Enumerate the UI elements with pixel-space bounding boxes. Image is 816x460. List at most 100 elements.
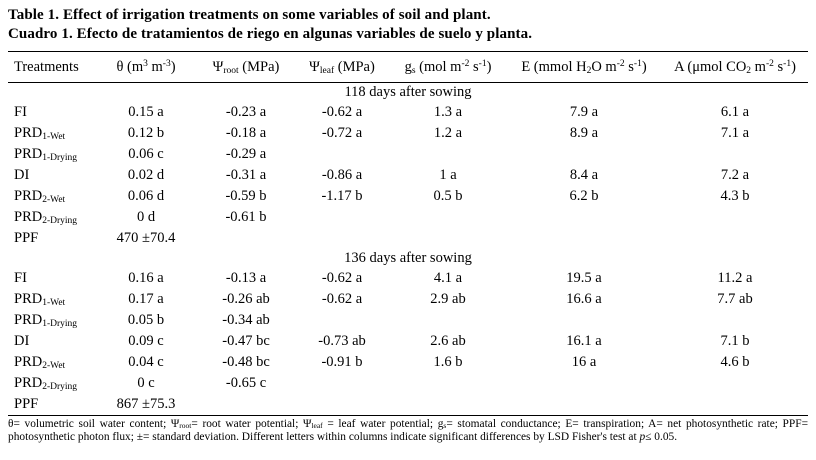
table-row: FI 0.15 a -0.23 a -0.62 a 1.3 a 7.9 a 6.1 a	[8, 102, 808, 123]
treatment-cell: PRD1-Wet	[14, 291, 66, 308]
value-cell	[662, 207, 808, 228]
value-cell: 11.2 a	[717, 270, 753, 286]
value-cell	[294, 310, 390, 331]
value-cell: 7.1 a	[720, 125, 750, 141]
value-cell: 7.1 b	[720, 333, 750, 349]
section-header-row: 136 days after sowing	[8, 249, 808, 268]
table-row: FI 0.16 a -0.13 a -0.62 a 4.1 a 19.5 a 11.2 a	[8, 268, 808, 289]
value-cell: -1.17 b	[321, 188, 363, 204]
value-cell: 2.6 ab	[430, 333, 466, 349]
value-cell: 8.4 a	[569, 167, 599, 183]
value-cell	[390, 310, 506, 331]
table-row: PRD1-Drying 0.05 b -0.34 ab	[8, 310, 808, 331]
value-cell	[506, 373, 662, 394]
value-cell: -0.62 a	[321, 270, 363, 286]
value-cell: 6.2 b	[569, 188, 599, 204]
treatment-cell: PPF	[14, 230, 39, 246]
value-cell: 0.5 b	[433, 188, 463, 204]
value-cell	[506, 310, 662, 331]
value-cell: 2.9 ab	[430, 291, 466, 307]
value-cell: 0 c	[137, 375, 155, 391]
column-header-psi-root: Ψroot (MPa)	[212, 59, 280, 76]
value-cell	[506, 144, 662, 165]
value-cell: 7.2 a	[720, 167, 750, 183]
value-cell	[198, 228, 294, 249]
value-cell: -0.18 a	[225, 125, 267, 141]
table-title-spanish: Cuadro 1. Efecto de tratamientos de rieg…	[8, 26, 533, 42]
value-cell: 1.3 a	[433, 104, 463, 120]
value-cell	[662, 373, 808, 394]
value-cell: -0.72 a	[321, 125, 363, 141]
column-header-treatments: Treatments	[14, 59, 79, 75]
value-cell	[506, 228, 662, 249]
treatment-cell: PRD1-Wet	[14, 125, 66, 142]
table-title-english: Table 1. Effect of irrigation treatments…	[8, 7, 491, 23]
results-table: Treatments θ (m3 m-3) Ψroot (MPa) Ψleaf (MP…	[8, 51, 808, 415]
value-cell: 7.7 ab	[717, 291, 753, 307]
table-row: PRD2-Drying 0 c -0.65 c	[8, 373, 808, 394]
header-row: Treatments θ (m3 m-3) Ψroot (MPa) Ψleaf (MP…	[8, 51, 808, 83]
value-cell: 0.06 c	[128, 146, 164, 162]
value-cell: -0.62 a	[321, 291, 363, 307]
value-cell	[506, 207, 662, 228]
value-cell: 4.1 a	[433, 270, 463, 286]
treatment-cell: PRD2-Wet	[14, 188, 66, 205]
value-cell: 0.15 a	[128, 104, 164, 120]
value-cell: 0.17 a	[128, 291, 164, 307]
treatment-cell: DI	[14, 167, 30, 183]
value-cell	[294, 207, 390, 228]
value-cell: 16.6 a	[566, 291, 602, 307]
section-label: 118 days after sowing	[344, 84, 472, 101]
value-cell: 470 ±70.4	[116, 230, 176, 246]
value-cell: -0.13 a	[225, 270, 267, 286]
value-cell	[506, 394, 662, 415]
value-cell: -0.59 b	[225, 188, 267, 204]
column-header-E: E (mmol H2O m-2 s-1)	[521, 59, 647, 76]
value-cell: 867 ±75.3	[116, 396, 176, 412]
table-row: DI 0.02 d -0.31 a -0.86 a 1 a 8.4 a 7.2 a	[8, 165, 808, 186]
value-cell	[390, 373, 506, 394]
value-cell: -0.73 ab	[318, 333, 366, 349]
value-cell: 1.6 b	[433, 354, 463, 370]
value-cell: -0.48 bc	[222, 354, 270, 370]
value-cell: -0.29 a	[225, 146, 267, 162]
value-cell: 16 a	[571, 354, 597, 370]
table-row: PRD1-Wet 0.17 a -0.26 ab -0.62 a 2.9 ab 16.6 …	[8, 289, 808, 310]
value-cell	[294, 144, 390, 165]
section-header-row: 118 days after sowing	[8, 83, 808, 102]
treatment-cell: DI	[14, 333, 30, 349]
value-cell: -0.26 ab	[222, 291, 270, 307]
treatment-cell: PRD2-Drying	[14, 209, 78, 226]
table-row: PRD1-Drying 0.06 c -0.29 a	[8, 144, 808, 165]
value-cell: 0.12 b	[127, 125, 165, 141]
table-row: PRD2-Wet 0.06 d -0.59 b -1.17 b 0.5 b 6.2 b 4.…	[8, 186, 808, 207]
column-header-A: A (μmol CO2 m-2 s-1)	[674, 59, 796, 76]
value-cell: 0.16 a	[128, 270, 164, 286]
table-row: PRD2-Drying 0 d -0.61 b	[8, 207, 808, 228]
value-cell: -0.65 c	[225, 375, 267, 391]
column-header-theta: θ (m3 m-3)	[116, 59, 176, 75]
table-row: PRD1-Wet 0.12 b -0.18 a -0.72 a 1.2 a 8.9 a 7.…	[8, 123, 808, 144]
value-cell	[294, 228, 390, 249]
value-cell: 7.9 a	[569, 104, 599, 120]
table-row: DI 0.09 c -0.47 bc -0.73 ab 2.6 ab 16.1 a 7.1 …	[8, 331, 808, 352]
value-cell: 0.06 d	[127, 188, 165, 204]
value-cell: -0.47 bc	[222, 333, 270, 349]
value-cell	[198, 394, 294, 415]
value-cell: -0.62 a	[321, 104, 363, 120]
value-cell: -0.86 a	[321, 167, 363, 183]
value-cell	[390, 394, 506, 415]
value-cell: 16.1 a	[566, 333, 602, 349]
value-cell: 19.5 a	[566, 270, 602, 286]
table-row: PPF 470 ±70.4	[8, 228, 808, 249]
treatment-cell: PRD2-Drying	[14, 375, 78, 392]
value-cell: 0.09 c	[128, 333, 164, 349]
value-cell: 1.2 a	[433, 125, 463, 141]
treatment-cell: PPF	[14, 396, 39, 412]
value-cell	[390, 207, 506, 228]
table-row: PPF 867 ±75.3	[8, 394, 808, 415]
value-cell: -0.91 b	[321, 354, 363, 370]
column-header-psi-leaf: Ψleaf (MPa)	[309, 59, 375, 76]
value-cell	[662, 228, 808, 249]
treatment-cell: PRD1-Drying	[14, 312, 78, 329]
